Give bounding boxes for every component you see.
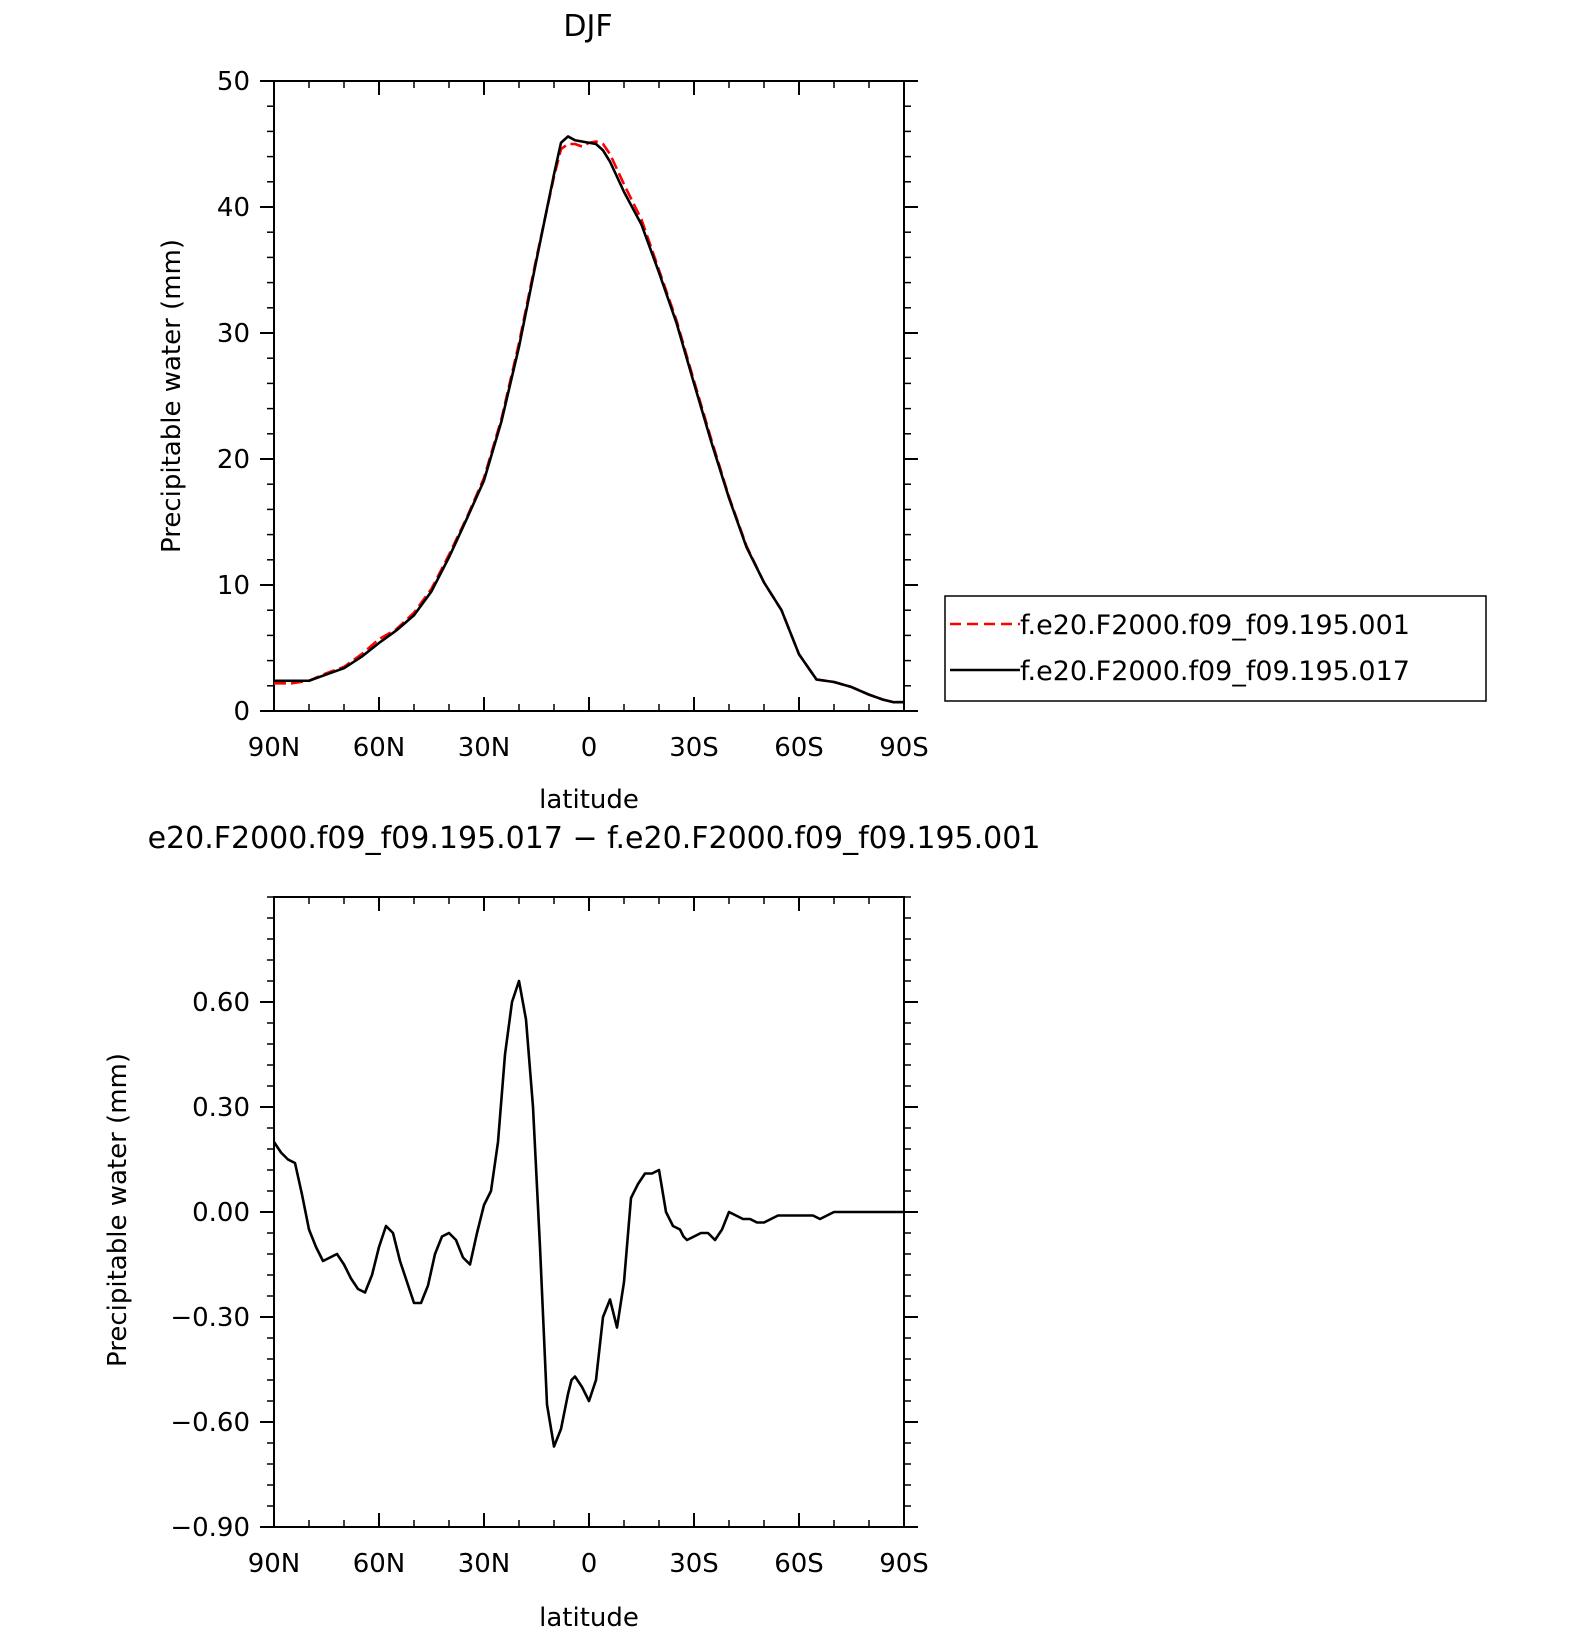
y-tick-label: 30 bbox=[217, 319, 250, 349]
x-tick-label: 30S bbox=[669, 733, 719, 763]
plot-frame bbox=[273, 896, 905, 1528]
series-line-black-solid bbox=[272, 979, 904, 1448]
x-tick-label: 90N bbox=[248, 733, 301, 763]
y-axis-title: Precipitable water (mm) bbox=[157, 239, 187, 553]
x-tick-label: 90N bbox=[248, 1549, 301, 1579]
x-tick-label: 60N bbox=[353, 1549, 406, 1579]
y-tick-label: 10 bbox=[217, 571, 250, 601]
x-axis-title: latitude bbox=[539, 785, 639, 815]
series-layer bbox=[274, 135, 904, 704]
ticks-layer: 90N 60N 30N 0 30S 60S 90S 0 10 20 30 40 50 bbox=[217, 67, 929, 763]
x-tick-label: 30N bbox=[458, 733, 511, 763]
x-axis-title: latitude bbox=[539, 1603, 639, 1633]
y-tick-label: 20 bbox=[217, 445, 250, 475]
x-tick-label: 0 bbox=[581, 733, 598, 763]
series-line-black-solid bbox=[274, 135, 904, 704]
y-tick-label: −0.90 bbox=[170, 1513, 250, 1543]
y-tick-label: 0.60 bbox=[192, 988, 250, 1018]
x-tick-label: 0 bbox=[581, 1549, 598, 1579]
panel-djf: DJF 90N 60N 30N 0 30S 60S 90S 0 10 20 30 40 50 latit… bbox=[157, 9, 1487, 815]
y-tick-label: −0.30 bbox=[170, 1303, 250, 1333]
chart-title: DJF bbox=[563, 9, 612, 44]
x-tick-label: 30S bbox=[669, 1549, 719, 1579]
x-tick-label: 60S bbox=[774, 1549, 824, 1579]
y-tick-label: 40 bbox=[217, 193, 250, 223]
x-tick-label: 30N bbox=[458, 1549, 511, 1579]
y-axis-title: Precipitable water (mm) bbox=[103, 1053, 133, 1367]
plot-frame bbox=[273, 80, 905, 712]
panel-difference: e20.F2000.f09_f09.195.017 − f.e20.F2000.… bbox=[103, 821, 1040, 1633]
legend-label-017: f.e20.F2000.f09_f09.195.017 bbox=[1020, 656, 1410, 687]
y-tick-label: 0.30 bbox=[192, 1093, 250, 1123]
x-tick-label: 90S bbox=[879, 733, 929, 763]
y-tick-label: 0.00 bbox=[192, 1198, 250, 1228]
legend-box bbox=[944, 595, 1487, 702]
x-tick-label: 60S bbox=[774, 733, 824, 763]
ticks-layer: 90N 60N 30N 0 30S 60S 90S −0.90 −0.60 −0.30 0.00 0.… bbox=[170, 896, 929, 1579]
x-tick-label: 90S bbox=[879, 1549, 929, 1579]
chart-title: e20.F2000.f09_f09.195.017 − f.e20.F2000.… bbox=[148, 821, 1041, 856]
y-tick-label: −0.60 bbox=[170, 1408, 250, 1438]
x-tick-label: 60N bbox=[353, 733, 406, 763]
series-line-red-dashed bbox=[274, 140, 904, 704]
legend: f.e20.F2000.f09_f09.195.001 f.e20.F2000.… bbox=[944, 595, 1487, 702]
y-tick-label: 0 bbox=[233, 697, 250, 727]
y-tick-label: 50 bbox=[217, 67, 250, 97]
legend-label-001: f.e20.F2000.f09_f09.195.001 bbox=[1020, 610, 1410, 641]
series-layer bbox=[272, 979, 904, 1448]
